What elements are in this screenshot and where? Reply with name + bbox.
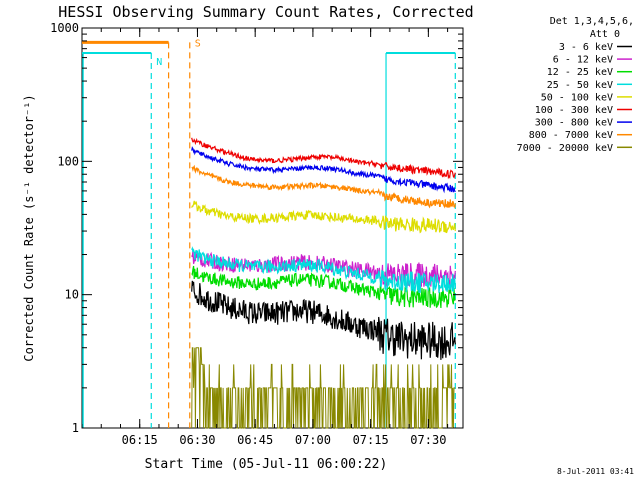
y-tick-label: 10 [65, 288, 79, 302]
attenuator-label: S [195, 38, 201, 49]
night-label: N [156, 57, 162, 68]
legend-label: 7000 - 20000 keV [517, 143, 613, 154]
series-line [191, 347, 456, 429]
x-axis: 06:15 06:30 06:45 07:00 07:15 07:30 [81, 28, 449, 447]
x-tick-label: 07:15 [353, 433, 389, 447]
x-tick-label: 07:00 [295, 433, 331, 447]
legend-label: 25 - 50 keV [547, 80, 613, 91]
chart-title: HESSI Observing Summary Count Rates, Cor… [58, 3, 473, 21]
timestamp: 8-Jul-2011 03:41 [557, 467, 634, 476]
x-tick-label: 07:30 [410, 433, 446, 447]
series-line [191, 164, 456, 209]
legend-label: 3 - 6 keV [559, 42, 613, 53]
x-tick-label: 06:45 [237, 433, 273, 447]
series-line [191, 280, 456, 360]
legend-label: 50 - 100 keV [541, 92, 613, 103]
legend-header-line1: Det 1,3,4,5,6, [550, 16, 634, 27]
y-axis: 1 10 100 1000 [50, 21, 463, 435]
y-tick-label: 100 [57, 154, 79, 168]
legend-label: 100 - 300 keV [535, 105, 613, 116]
series-line [191, 200, 456, 234]
legend-label: 12 - 25 keV [547, 67, 613, 78]
x-axis-label: Start Time (05-Jul-11 06:00:22) [145, 457, 388, 472]
x-tick-label: 06:30 [179, 433, 215, 447]
y-axis-label: Corrected Count Rate (s⁻¹ detector⁻¹) [22, 94, 36, 361]
annotations-layer: NS [82, 38, 456, 428]
series-line [191, 265, 456, 309]
legend-label: 6 - 12 keV [553, 55, 613, 66]
legend-label: 300 - 800 keV [535, 118, 613, 129]
legend-label: 800 - 7000 keV [529, 130, 613, 141]
y-tick-label: 1 [72, 421, 79, 435]
series-line [191, 146, 456, 194]
series-layer [191, 137, 456, 429]
legend-header-line2: Att 0 [590, 29, 620, 40]
x-tick-label: 06:15 [122, 433, 158, 447]
series-line [191, 246, 456, 294]
series-line [191, 137, 456, 180]
y-tick-label: 1000 [50, 21, 79, 35]
